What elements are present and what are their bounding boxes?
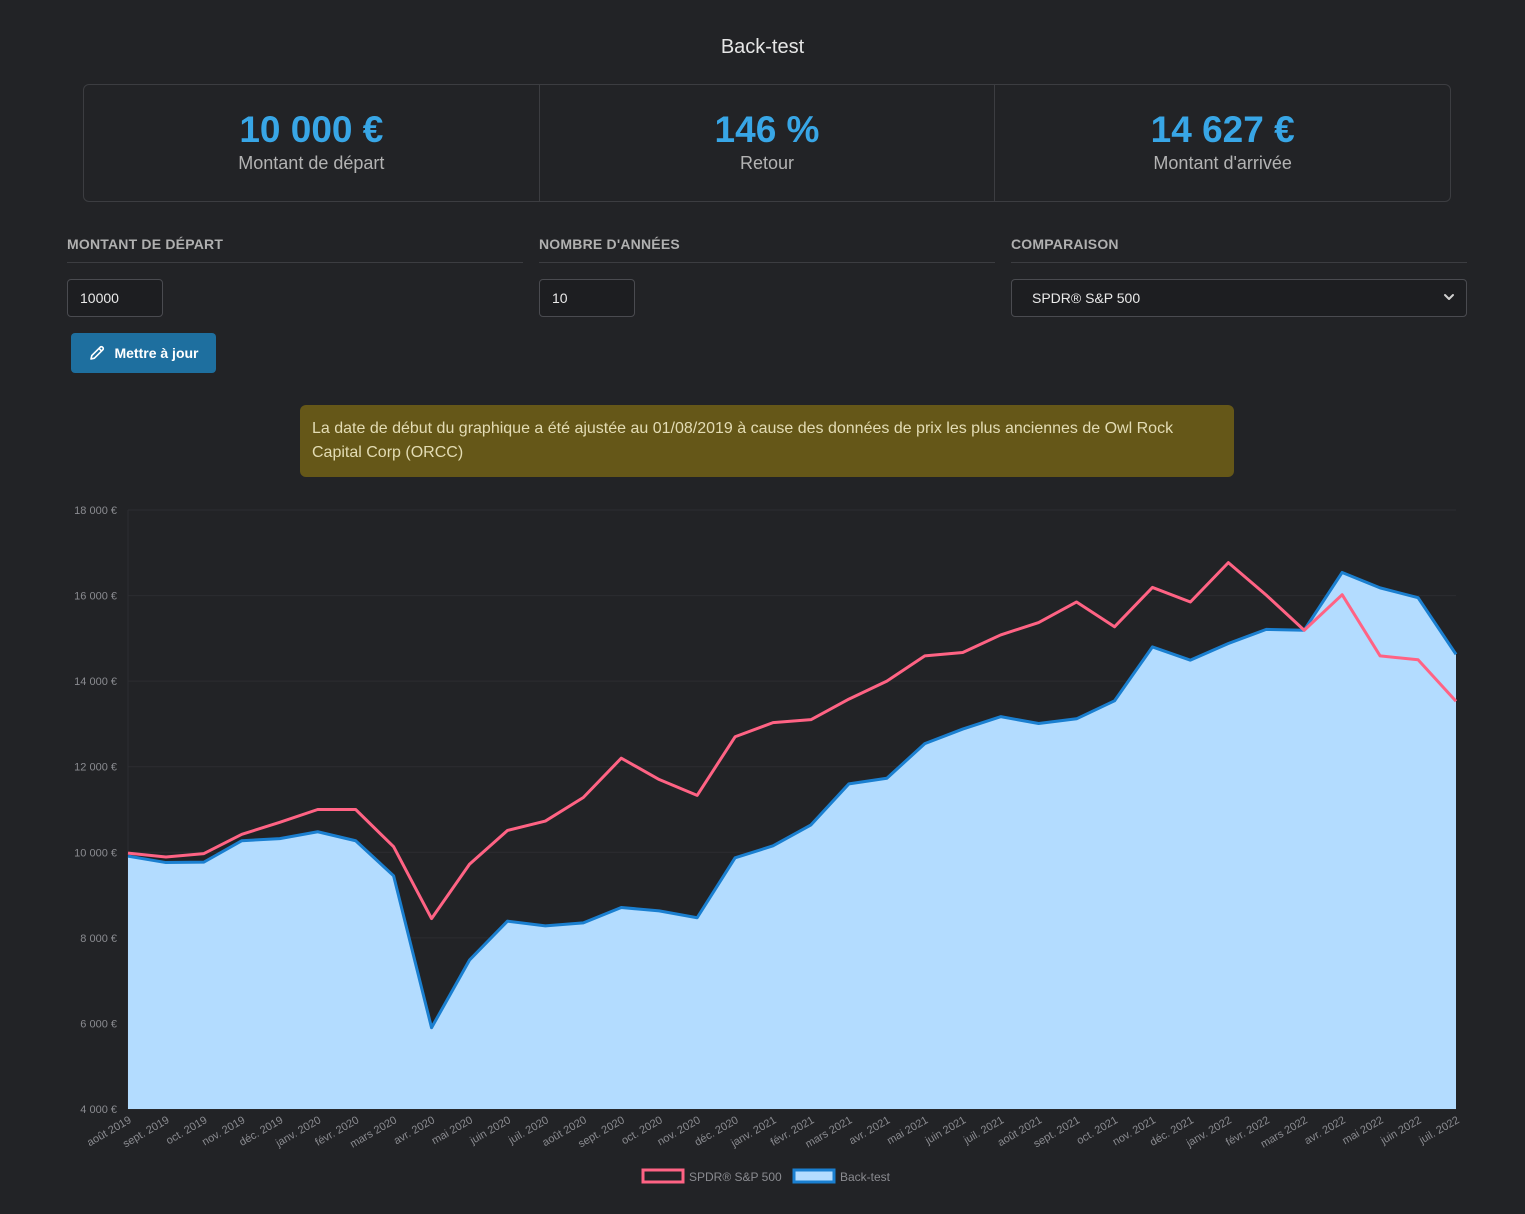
stat-label: Montant d'arrivée bbox=[1153, 153, 1292, 173]
years-input[interactable] bbox=[539, 279, 635, 317]
amount-input[interactable] bbox=[67, 279, 163, 317]
stats-panel: 10 000 € Montant de départ 146 % Retour … bbox=[83, 84, 1451, 202]
x-tick-label: mai 2022 bbox=[1340, 1114, 1385, 1147]
info-alert: La date de début du graphique a été ajus… bbox=[300, 405, 1234, 477]
amount-label: MONTANT DE DÉPART bbox=[67, 236, 523, 263]
chevron-down-icon bbox=[1444, 294, 1454, 300]
comparison-field-group: COMPARAISON SPDR® S&P 500 bbox=[1011, 236, 1467, 317]
x-tick-label: avr. 2020 bbox=[392, 1114, 437, 1147]
stat-label: Retour bbox=[739, 153, 795, 173]
pencil-icon bbox=[90, 345, 105, 360]
x-tick-label: juin 2022 bbox=[1378, 1114, 1424, 1147]
y-tick-label: 10 000 € bbox=[74, 847, 117, 859]
stat-return: 146 % Retour bbox=[540, 85, 996, 201]
legend-swatch-sp500 bbox=[641, 1168, 685, 1184]
x-tick-label: avr. 2022 bbox=[1302, 1114, 1347, 1147]
y-tick-label: 8 000 € bbox=[80, 933, 117, 945]
x-tick-label: mai 2021 bbox=[885, 1114, 930, 1147]
x-tick-label: juin 2020 bbox=[467, 1114, 513, 1147]
stat-value: 146 % bbox=[714, 109, 820, 150]
update-button[interactable]: Mettre à jour bbox=[71, 333, 216, 373]
y-tick-label: 12 000 € bbox=[74, 762, 117, 774]
y-tick-label: 4 000 € bbox=[80, 1104, 117, 1116]
comparison-selected-value: SPDR® S&P 500 bbox=[1032, 290, 1141, 306]
update-button-label: Mettre à jour bbox=[114, 345, 199, 361]
x-tick-label: juil. 2022 bbox=[1416, 1114, 1461, 1147]
stat-end-amount: 14 627 € Montant d'arrivée bbox=[995, 85, 1450, 201]
y-tick-label: 6 000 € bbox=[80, 1018, 117, 1030]
alert-text: La date de début du graphique a été ajus… bbox=[312, 420, 1174, 461]
comparison-select[interactable]: SPDR® S&P 500 bbox=[1011, 279, 1467, 317]
legend-label-sp500: SPDR® S&P 500 bbox=[689, 1170, 782, 1184]
amount-field-group: MONTANT DE DÉPART bbox=[67, 236, 523, 317]
backtest-chart: 4 000 € 6 000 € 8 000 € 10 000 € 12 000 € 14 … bbox=[74, 505, 1461, 1184]
y-tick-label: 18 000 € bbox=[74, 505, 117, 517]
comparison-label: COMPARAISON bbox=[1011, 236, 1467, 263]
stat-label: Montant de départ bbox=[238, 153, 385, 173]
y-tick-label: 14 000 € bbox=[74, 676, 117, 688]
y-tick-label: 16 000 € bbox=[74, 591, 117, 603]
x-tick-label: mai 2020 bbox=[430, 1114, 475, 1147]
legend-label-backtest: Back-test bbox=[840, 1170, 891, 1184]
x-tick-label: juin 2021 bbox=[923, 1114, 969, 1147]
years-field-group: NOMBRE D'ANNÉES bbox=[539, 236, 995, 317]
backtest-line bbox=[127, 570, 1458, 1030]
sp500-line bbox=[127, 561, 1458, 921]
legend-swatch-backtest bbox=[792, 1168, 836, 1184]
stat-start-amount: 10 000 € Montant de départ bbox=[84, 85, 540, 201]
backtest-area bbox=[128, 572, 1456, 1109]
x-tick-label: avr. 2021 bbox=[847, 1114, 892, 1147]
stat-value: 10 000 € bbox=[239, 109, 384, 150]
years-label: NOMBRE D'ANNÉES bbox=[539, 236, 995, 263]
stat-value: 14 627 € bbox=[1150, 109, 1295, 150]
page-title: Back-test bbox=[720, 36, 805, 58]
